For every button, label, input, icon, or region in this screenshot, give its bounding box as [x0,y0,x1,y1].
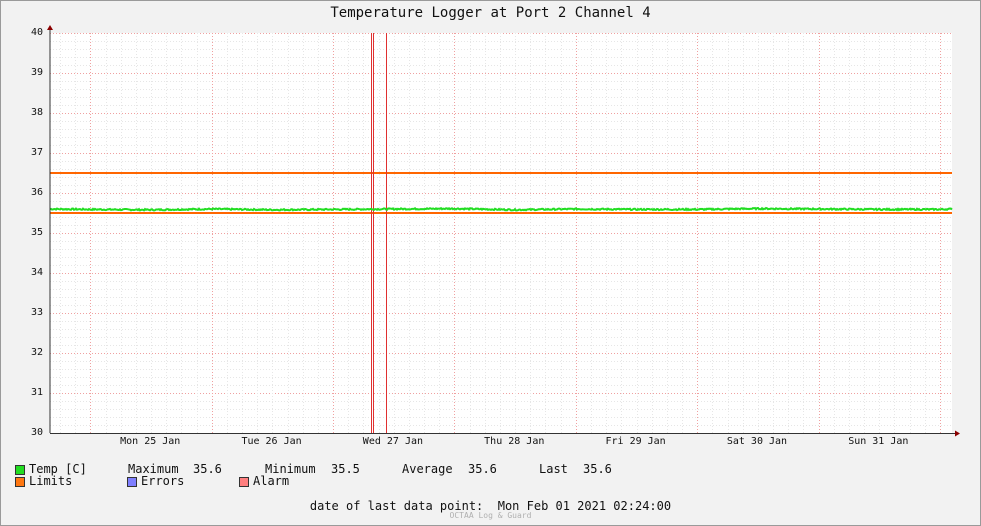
alarm-swatch [239,477,249,487]
last-data-point-text: date of last data point: Mon Feb 01 2021… [309,499,672,513]
y-tick-label: 38 [30,107,43,118]
legend-min-label: Minimum [265,462,316,476]
temp-swatch [15,465,25,475]
y-tick-label: 37 [30,147,43,158]
legend-limits-label: Limits [29,474,73,488]
y-tick-label: 30 [30,427,43,438]
chart-title: Temperature Logger at Port 2 Channel 4 [330,5,651,21]
legend-last-value: 35.6 [583,462,612,476]
legend-last-label: Last [539,462,568,476]
x-tick-label: Fri 29 Jan [605,436,666,447]
y-axis-arrow [47,25,53,30]
y-tick-label: 34 [30,267,43,278]
y-tick-label: 32 [30,347,43,358]
legend-temp-label: Temp [C] [29,462,87,476]
watermark-credit: OCTAA Log & Guard [449,511,532,520]
x-tick-label: Sun 31 Jan [848,436,909,447]
x-tick-label: Wed 27 Jan [362,436,424,447]
errors-swatch [127,477,137,487]
limits-swatch [15,477,25,487]
legend-avg-value: 35.6 [468,462,497,476]
x-tick-label: Tue 26 Jan [241,436,302,447]
x-tick-label: Mon 25 Jan [120,436,181,447]
y-tick-label: 33 [30,307,43,318]
y-tick-label: 35 [30,227,43,238]
x-tick-label: Thu 28 Jan [484,436,545,447]
x-axis-arrow [955,430,960,437]
legend-max-value: 35.6 [193,462,222,476]
y-tick-label: 36 [30,187,43,198]
y-tick-label: 40 [30,27,43,38]
legend-min-value: 35.5 [331,462,360,476]
y-tick-label: 31 [30,387,43,398]
y-tick-label: 39 [30,67,43,78]
legend-errors-label: Errors [141,474,185,488]
x-tick-label: Sat 30 Jan [726,436,788,447]
legend-alarm-label: Alarm [253,474,290,488]
legend-max-label: Maximum [128,462,179,476]
temp-series-line [49,206,953,212]
legend-avg-label: Average [402,462,453,476]
